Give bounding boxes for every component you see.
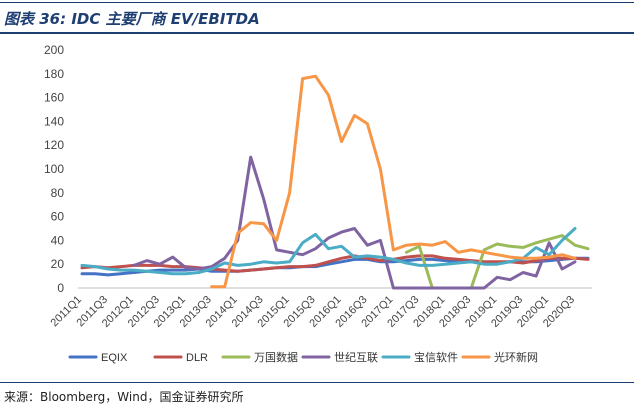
top-rule bbox=[0, 2, 634, 3]
legend-label: 万国数据 bbox=[254, 350, 298, 364]
series-line-3 bbox=[132, 155, 577, 290]
y-tick-label: 80 bbox=[51, 186, 65, 200]
y-tick-label: 100 bbox=[44, 162, 64, 176]
y-tick-label: 120 bbox=[44, 138, 64, 152]
line-chart: 0 20 40 60 80 100 120 140 160 180 200 2011Q12011Q3… bbox=[44, 43, 592, 364]
y-tick-label: 180 bbox=[44, 67, 64, 81]
source-rule bbox=[0, 382, 634, 383]
y-tick-label: 0 bbox=[57, 281, 64, 295]
y-tick-label: 200 bbox=[44, 43, 64, 57]
y-tick-label: 140 bbox=[44, 114, 64, 128]
series-line-4 bbox=[80, 227, 577, 276]
legend: EQIX DLR 万国数据 世纪互联 宝信软件 光环新网 bbox=[68, 350, 538, 364]
legend-label: 光环新网 bbox=[494, 350, 538, 364]
y-tick-label: 60 bbox=[51, 210, 65, 224]
y-axis: 0 20 40 60 80 100 120 140 160 180 200 bbox=[44, 43, 64, 295]
legend-label: 世纪互联 bbox=[334, 351, 378, 364]
legend-label: 宝信软件 bbox=[414, 350, 458, 364]
series-layer bbox=[80, 74, 590, 290]
y-tick-label: 20 bbox=[51, 257, 65, 271]
y-tick-label: 40 bbox=[51, 233, 65, 247]
figure-title: 图表 36: IDC 主要厂商 EV/EBITDA bbox=[4, 10, 260, 28]
legend-label: EQIX bbox=[101, 352, 128, 364]
x-axis: 2011Q12011Q32012Q12012Q32013Q12013Q32014… bbox=[49, 287, 592, 330]
title-rule bbox=[0, 32, 634, 34]
legend-label: DLR bbox=[186, 352, 208, 364]
source-note: 来源：Bloomberg，Wind，国金证券研究所 bbox=[4, 390, 244, 404]
y-tick-label: 160 bbox=[44, 91, 64, 105]
series-line-5 bbox=[210, 74, 577, 289]
